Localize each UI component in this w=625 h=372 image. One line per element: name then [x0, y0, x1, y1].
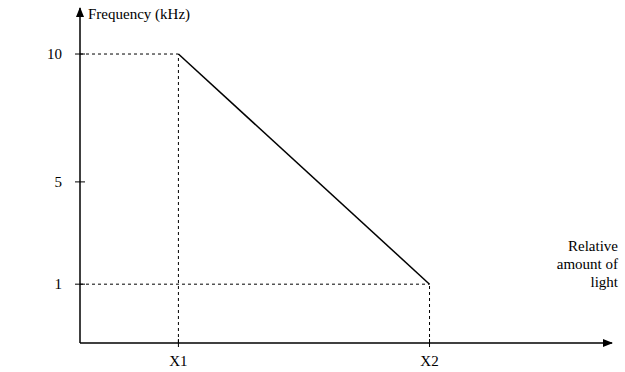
x-tick [429, 339, 430, 347]
guide-line [178, 54, 179, 343]
chart: 1 5 10 X1 X2 Frequency (kHz) Relative amount of… [0, 0, 625, 372]
x-tick-label: X1 [169, 353, 187, 369]
x-axis-label-line: Relative [568, 238, 618, 254]
x-tick [178, 339, 179, 347]
guide-line [80, 284, 430, 285]
y-axis [79, 8, 81, 343]
x-axis [80, 342, 612, 344]
x-axis-label-line: light [590, 274, 618, 290]
guide-line [80, 54, 178, 55]
y-tick-label: 1 [55, 276, 63, 292]
y-tick-label: 5 [55, 174, 63, 190]
x-axis-label-line: amount of [557, 256, 618, 272]
guide-line [429, 284, 430, 343]
data-line [178, 54, 429, 284]
y-tick-label: 10 [47, 46, 62, 62]
y-tick [75, 181, 85, 182]
y-axis-label: Frequency (kHz) [88, 6, 190, 23]
plot-area [178, 54, 429, 284]
x-tick-label: X2 [420, 353, 438, 369]
x-axis-label: Relative amount of light [557, 238, 619, 290]
